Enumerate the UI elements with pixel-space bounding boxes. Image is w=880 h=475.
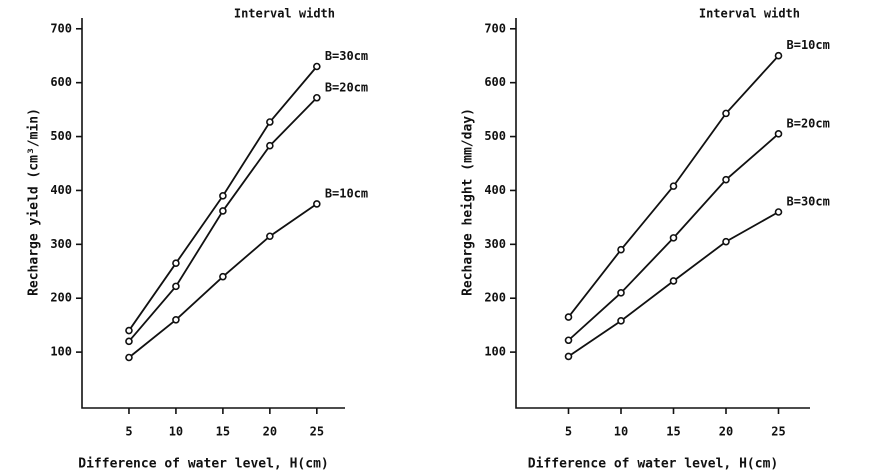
series-label: B=10cm	[325, 186, 368, 200]
x-axis-label: Difference of water level, H(cm)	[528, 457, 778, 472]
point	[617, 317, 625, 325]
point	[125, 337, 133, 346]
series-label: B=20cm	[787, 116, 830, 130]
y-tick-label: 100	[484, 345, 506, 359]
x-tick-label: 20	[263, 425, 277, 439]
x-tick-label: 5	[565, 425, 572, 439]
y-tick-label: 400	[484, 183, 506, 197]
point	[669, 234, 678, 242]
y-tick-label: 300	[484, 237, 506, 251]
point	[266, 118, 274, 126]
point	[774, 130, 783, 138]
y-tick-label: 300	[50, 237, 72, 251]
point	[617, 245, 625, 254]
point	[313, 93, 321, 102]
point	[564, 352, 573, 361]
series-label: B=20cm	[325, 80, 368, 94]
point	[774, 51, 783, 60]
point	[266, 141, 274, 150]
series-line	[128, 97, 318, 342]
point	[669, 277, 678, 285]
point	[722, 109, 730, 118]
y-tick-label: 400	[50, 183, 72, 197]
point	[172, 259, 180, 267]
y-tick-label: 200	[50, 291, 72, 305]
point	[564, 313, 573, 321]
annotation: Interval width	[699, 7, 800, 21]
x-axis-label: Difference of water level, H(cm)	[78, 457, 328, 472]
y-tick-label: 200	[484, 291, 506, 305]
x-tick-label: 20	[719, 425, 733, 439]
x-tick-label: 25	[310, 425, 324, 439]
y-tick-label: 700	[50, 21, 72, 35]
x-tick-label: 5	[125, 425, 132, 439]
y-axis-label: Recharge height (mm/day)	[461, 108, 476, 296]
y-tick-label: 500	[484, 129, 506, 143]
y-tick-label: 100	[50, 345, 72, 359]
series-label: B=30cm	[325, 49, 368, 63]
axes	[81, 18, 345, 409]
x-tick-label: 15	[216, 425, 230, 439]
point	[722, 175, 730, 184]
x-tick-label: 15	[666, 425, 680, 439]
y-tick-label: 500	[50, 129, 72, 143]
point	[219, 192, 227, 200]
y-tick-label: 600	[484, 75, 506, 89]
point	[722, 237, 730, 246]
y-axis-label: Recharge yield (cm³/min)	[27, 108, 42, 296]
point	[172, 315, 180, 324]
point	[669, 182, 678, 190]
point	[172, 282, 180, 291]
point	[313, 62, 321, 71]
series-label: B=30cm	[787, 195, 830, 209]
point	[313, 200, 321, 208]
point	[774, 208, 783, 216]
x-tick-label: 10	[169, 425, 183, 439]
point	[125, 353, 133, 362]
y-tick-label: 600	[50, 75, 72, 89]
point	[564, 336, 573, 345]
x-tick-label: 10	[614, 425, 628, 439]
y-tick-label: 700	[484, 21, 506, 35]
point	[125, 326, 133, 335]
x-tick-label: 25	[771, 425, 785, 439]
point	[219, 272, 227, 281]
annotation: Interval width	[234, 7, 335, 21]
series-line	[128, 203, 318, 359]
point	[617, 289, 625, 297]
series-label: B=10cm	[787, 38, 830, 52]
axes	[515, 18, 810, 409]
point	[219, 207, 227, 215]
point	[266, 232, 274, 241]
